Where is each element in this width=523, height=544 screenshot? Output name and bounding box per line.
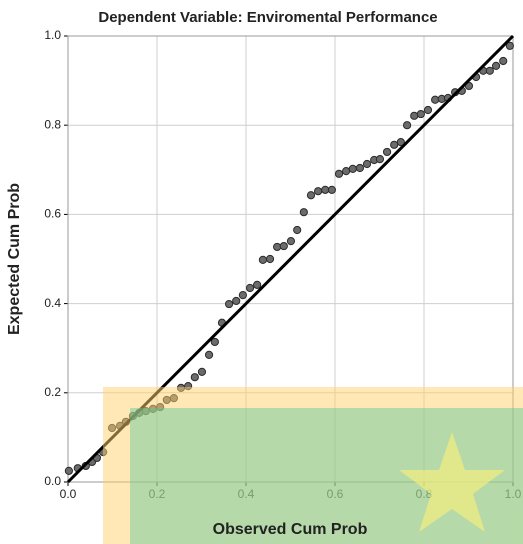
y-axis-label: Expected Cum Prob <box>6 183 23 335</box>
point <box>402 121 412 130</box>
point <box>348 164 357 174</box>
point <box>375 154 385 164</box>
point <box>423 105 433 115</box>
point <box>190 373 199 382</box>
point <box>416 109 425 119</box>
y-tick-label: 0.6 <box>44 207 61 221</box>
y-tick-label: 0.4 <box>44 296 61 310</box>
x-axis-label: Observed Cum Prob <box>213 521 368 538</box>
point <box>362 159 372 169</box>
x-tick-label: 0.0 <box>60 487 77 501</box>
point <box>258 255 268 264</box>
point <box>224 299 234 309</box>
point <box>321 185 330 194</box>
point <box>396 138 405 147</box>
point <box>431 95 440 104</box>
point <box>238 291 247 300</box>
point <box>273 242 282 252</box>
point <box>410 111 419 120</box>
point <box>204 350 214 359</box>
y-tick-label: 0.0 <box>44 474 61 488</box>
point <box>279 241 288 251</box>
overlay-star <box>399 432 505 532</box>
point <box>342 167 351 176</box>
point <box>334 169 344 178</box>
point <box>210 337 219 347</box>
point <box>313 187 323 196</box>
point <box>505 41 514 50</box>
point <box>286 237 296 246</box>
point <box>253 280 262 289</box>
point <box>499 56 508 66</box>
point <box>245 283 255 293</box>
point <box>491 61 501 70</box>
point <box>355 163 365 173</box>
point <box>64 466 73 475</box>
point <box>299 208 308 217</box>
point <box>265 254 275 264</box>
y-tick-label: 1.0 <box>44 28 61 42</box>
point <box>293 225 302 235</box>
point <box>382 147 392 157</box>
chart-title: Dependent Variable: Enviromental Perform… <box>98 9 437 26</box>
point <box>390 140 399 149</box>
point <box>197 367 207 376</box>
point <box>232 296 241 306</box>
y-tick-label: 0.8 <box>44 117 61 131</box>
point <box>306 191 316 200</box>
point <box>464 81 474 91</box>
point <box>327 185 336 194</box>
point <box>485 66 494 75</box>
y-tick-label: 0.2 <box>44 385 61 399</box>
